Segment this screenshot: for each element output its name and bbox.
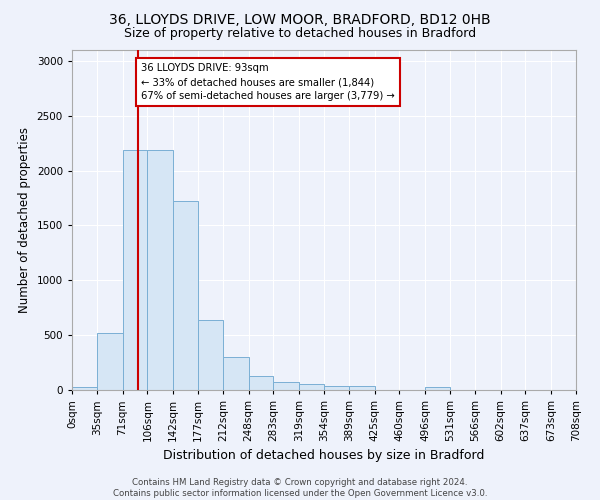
Bar (274, 382, 299, 390)
Text: Size of property relative to detached houses in Bradford: Size of property relative to detached ho… (124, 28, 476, 40)
Bar (349, 386, 374, 390)
Text: 36, LLOYDS DRIVE, LOW MOOR, BRADFORD, BD12 0HB: 36, LLOYDS DRIVE, LOW MOOR, BRADFORD, BD… (109, 12, 491, 26)
Bar (425, 386, 450, 390)
Bar (299, 384, 324, 390)
Bar (173, 202, 198, 390)
Bar (148, 150, 173, 390)
Bar (122, 150, 148, 390)
Text: Contains HM Land Registry data © Crown copyright and database right 2024.
Contai: Contains HM Land Registry data © Crown c… (113, 478, 487, 498)
Bar (198, 320, 223, 390)
Bar (97, 333, 122, 390)
Y-axis label: Number of detached properties: Number of detached properties (18, 127, 31, 313)
Bar (223, 357, 248, 390)
Bar (248, 376, 274, 390)
Bar (324, 386, 349, 390)
Text: 36 LLOYDS DRIVE: 93sqm
← 33% of detached houses are smaller (1,844)
67% of semi-: 36 LLOYDS DRIVE: 93sqm ← 33% of detached… (141, 63, 395, 101)
Bar (72, 386, 97, 390)
X-axis label: Distribution of detached houses by size in Bradford: Distribution of detached houses by size … (163, 450, 485, 462)
